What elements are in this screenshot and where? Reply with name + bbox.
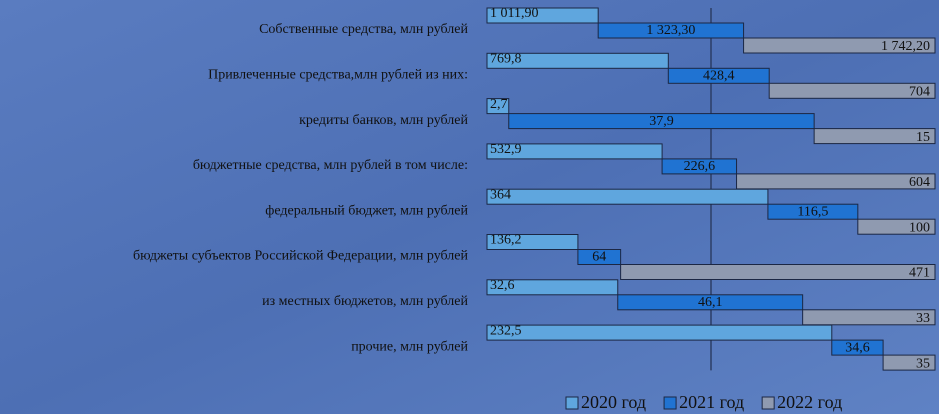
bar [857, 218, 936, 235]
bar [597, 22, 745, 39]
legend-label: 2022 год [777, 392, 842, 412]
data-label: 364 [490, 187, 511, 202]
data-label: 1 742,20 [881, 39, 930, 54]
bar [743, 37, 936, 54]
data-label: 34,6 [845, 340, 870, 355]
bar [486, 98, 510, 115]
bar [882, 354, 936, 371]
bar [486, 52, 669, 69]
data-label: 46,1 [698, 295, 723, 310]
data-label: 1 323,30 [646, 23, 695, 38]
category-label: из местных бюджетов, млн рублей [262, 294, 468, 309]
category-label: бюджетные средства, млн рублей в том чис… [193, 158, 468, 173]
bar [767, 203, 859, 220]
data-label: 37,9 [649, 114, 674, 129]
bar [802, 309, 936, 326]
data-label: 1 011,90 [490, 6, 538, 21]
category-label: кредиты банков, млн рублей [299, 113, 468, 128]
legend-swatch [761, 396, 775, 410]
bar [661, 158, 738, 175]
bar [486, 143, 663, 160]
data-label: 100 [909, 220, 930, 235]
data-label: 35 [916, 356, 930, 371]
data-label: 226,6 [684, 159, 716, 174]
category-label: Привлеченные средства,млн рублей из них: [208, 68, 468, 83]
bar [486, 324, 833, 341]
category-label: бюджеты субъектов Российской Федерации, … [133, 249, 469, 264]
data-label: 471 [909, 266, 930, 281]
data-label: 33 [916, 311, 930, 326]
legend-swatch [565, 396, 579, 410]
data-label: 232,5 [490, 323, 522, 338]
legend-label: 2020 год [581, 392, 646, 412]
category-label: прочие, млн рублей [351, 339, 468, 354]
bar [486, 234, 579, 250]
data-label: 15 [916, 130, 930, 145]
bar [736, 173, 936, 190]
data-label: 704 [909, 85, 930, 100]
data-label: 116,5 [797, 204, 828, 219]
bar [617, 294, 804, 311]
bar [620, 264, 936, 280]
bar [508, 113, 815, 130]
bar [577, 249, 622, 265]
category-label: Собственные средства, млн рублей [259, 22, 468, 37]
bar [831, 339, 884, 356]
bar [486, 7, 599, 24]
data-label: 32,6 [490, 278, 515, 293]
bar [768, 82, 936, 99]
data-label: 532,9 [490, 142, 522, 157]
legend-label: 2021 год [679, 392, 744, 412]
bar [667, 67, 770, 84]
data-label: 769,8 [490, 52, 522, 67]
data-label: 64 [592, 250, 606, 265]
data-label: 604 [909, 175, 930, 190]
data-label: 428,4 [703, 69, 735, 84]
legend-swatch [663, 396, 677, 410]
bar [486, 279, 619, 296]
category-label: федеральный бюджет, млн рублей [265, 203, 468, 218]
data-label: 136,2 [490, 233, 522, 248]
bar [486, 188, 769, 205]
bar [813, 128, 936, 145]
data-label: 2,7 [490, 97, 508, 112]
